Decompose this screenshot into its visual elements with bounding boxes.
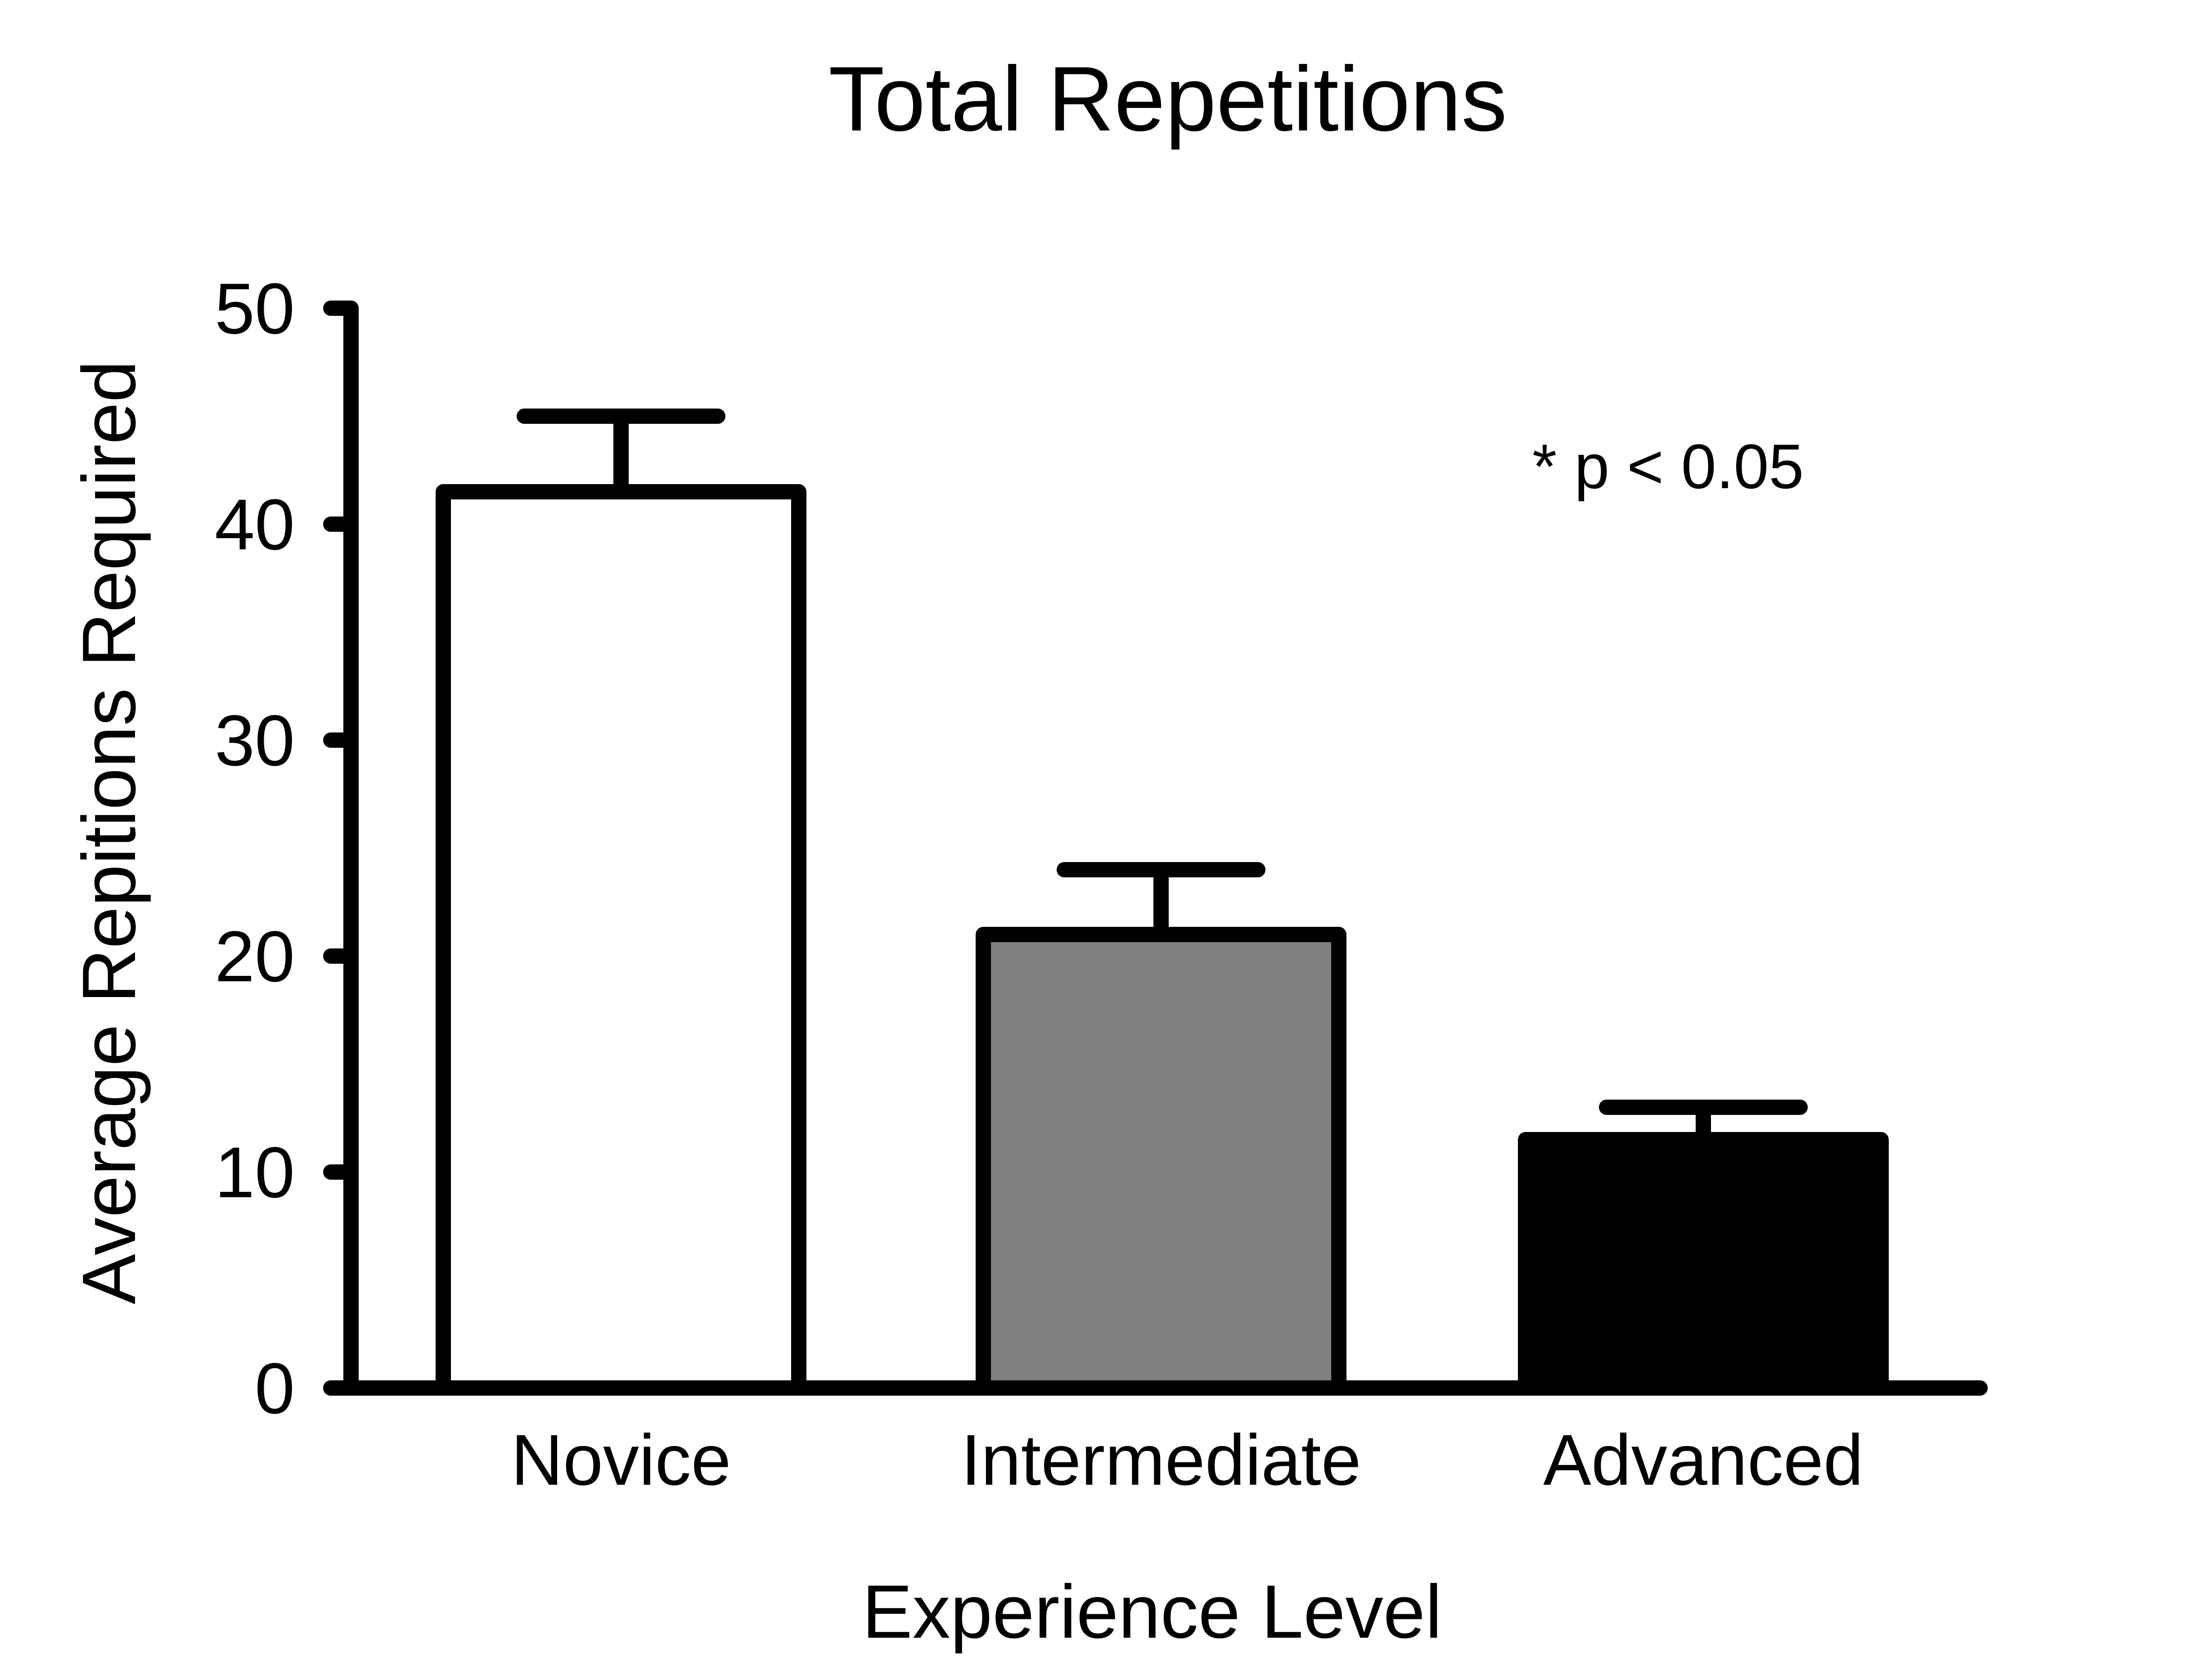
- y-tick-label-10: 10: [215, 1132, 295, 1213]
- x-axis-title: Experience Level: [862, 1569, 1442, 1654]
- x-tick-label-advanced: Advanced: [1543, 1419, 1864, 1500]
- axes-layer: [323, 301, 1988, 1396]
- significance-annotation: * p < 0.05: [1532, 431, 1804, 502]
- y-ticks-layer: 0 10 20 30 40 50: [215, 268, 359, 1428]
- error-bars-layer: [517, 409, 1808, 1140]
- bar-advanced: [1518, 1132, 1889, 1396]
- y-tick-label-50: 50: [215, 268, 295, 349]
- x-labels-layer: Novice Intermediate Advanced: [511, 1419, 1863, 1500]
- chart-title: Total Repetitions: [828, 48, 1507, 150]
- y-axis-title: Average Repitions Required: [67, 360, 151, 1304]
- y-tick-label-0: 0: [255, 1348, 295, 1428]
- y-tick-label-20: 20: [215, 916, 295, 997]
- y-tick-label-40: 40: [215, 484, 295, 565]
- bar-novice: [436, 484, 806, 1396]
- y-tick-label-30: 30: [215, 700, 295, 781]
- x-tick-label-intermediate: Intermediate: [961, 1419, 1361, 1500]
- x-tick-label-novice: Novice: [511, 1419, 731, 1500]
- bars-layer: [436, 484, 1889, 1396]
- bar-intermediate: [976, 927, 1346, 1396]
